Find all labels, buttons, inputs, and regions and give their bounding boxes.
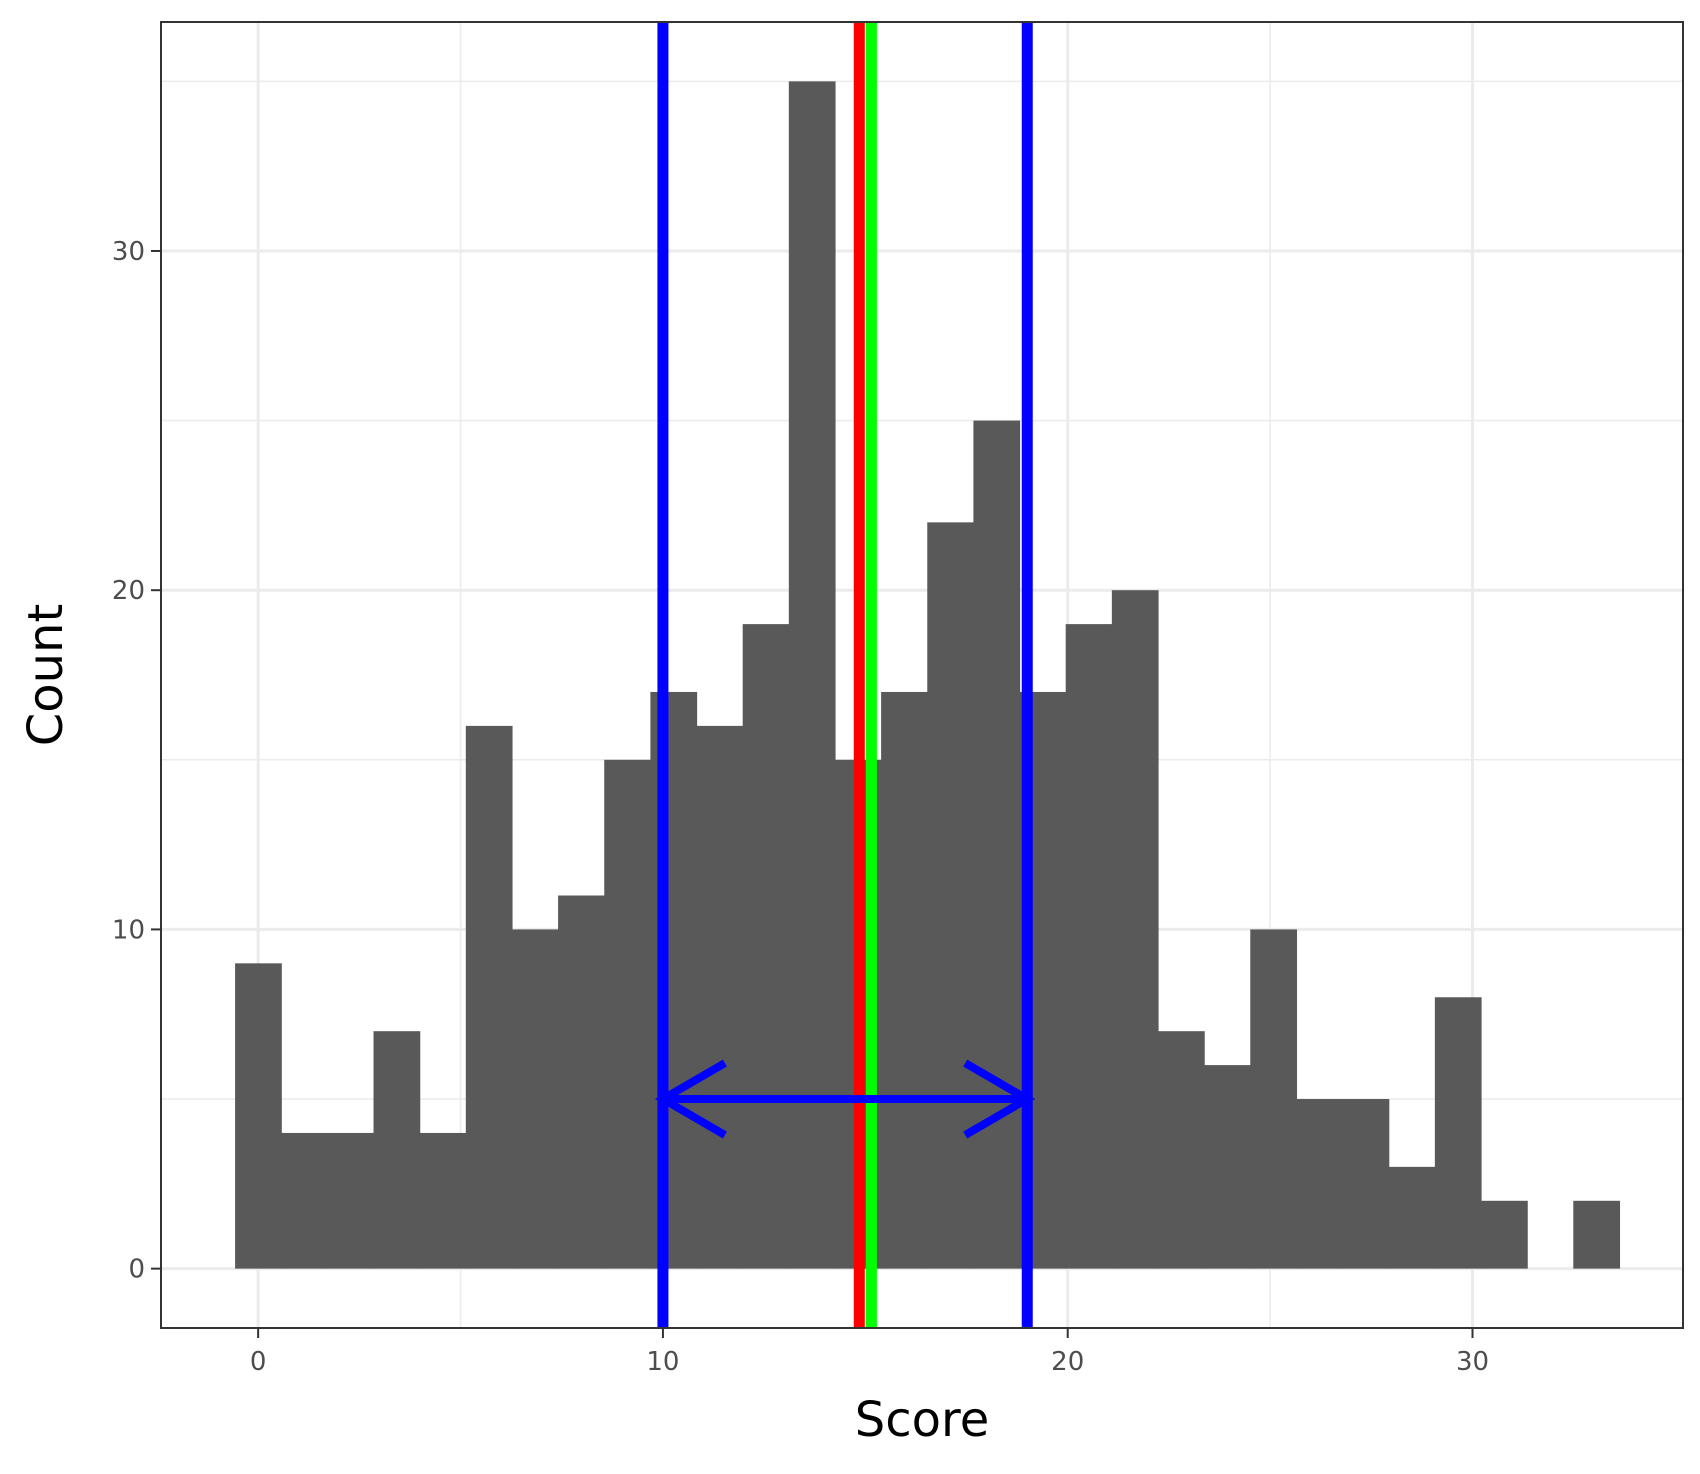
double-arrow-layer [654,1059,1036,1139]
histogram-bar [235,963,282,1269]
histogram-bar [1434,997,1482,1269]
y-tick-label: 20 [112,576,145,606]
histogram-bar [1388,1166,1436,1269]
histogram-bar [1250,929,1298,1269]
histogram-bar [650,691,698,1269]
histogram-bar [327,1132,375,1269]
histogram-bar [1111,590,1159,1269]
histogram-bar [373,1031,421,1269]
histogram-bar [1157,1031,1205,1269]
histogram-bar [973,420,1021,1269]
arrow-head-left [654,1059,727,1139]
y-axis-title: Count [18,604,74,747]
y-tick-label: 10 [112,915,145,945]
histogram-bar [927,522,975,1269]
histogram-bar [742,624,790,1269]
histogram-bar [465,725,513,1269]
y-tick-label: 30 [112,237,145,267]
y-tick-label: 0 [128,1255,145,1285]
bars-layer [235,81,1621,1269]
histogram-bar [881,691,928,1269]
ticks-layer: 0 10 20 30 0 10 20 30 [112,237,1489,1377]
histogram-bar [419,1132,467,1269]
x-tick-label: 20 [1051,1347,1084,1377]
histogram-bar [1573,1200,1621,1269]
x-tick-label: 0 [250,1347,267,1377]
histogram-bar [511,929,559,1269]
histogram-bar [604,759,651,1269]
x-tick-label: 10 [646,1347,679,1377]
histogram-bar [788,81,836,1269]
histogram-bar [1296,1099,1344,1269]
histogram-bar [281,1132,328,1269]
histogram-bar [1065,624,1113,1269]
reference-lines-layer [657,22,1033,1328]
histogram-bar [1342,1099,1390,1269]
panel-border [160,21,1684,1329]
arrow-head-right [963,1059,1036,1139]
histogram-bar [1204,1065,1251,1269]
histogram-bar [696,725,744,1269]
histogram-bar [558,895,605,1269]
x-tick-label: 30 [1456,1347,1489,1377]
x-axis-title: Score [855,1392,989,1448]
histogram-bar [1481,1200,1528,1269]
